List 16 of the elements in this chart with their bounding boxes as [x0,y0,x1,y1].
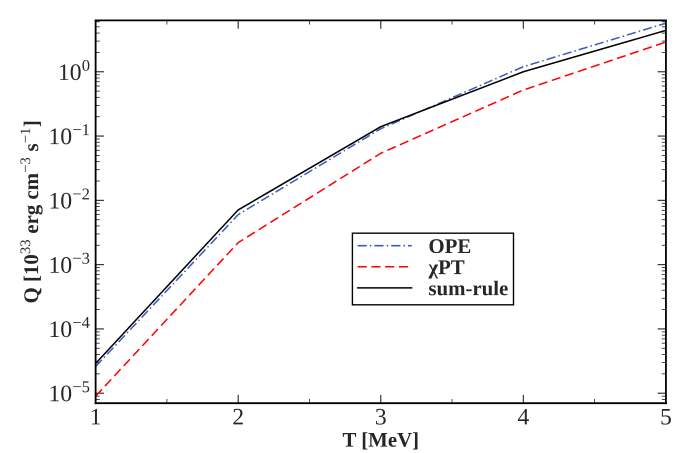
x-tick-label: 4 [518,408,529,424]
legend-label: OPE [429,239,470,254]
legend-label: sum-rule [429,280,508,296]
x-tick-label: 5 [661,408,671,425]
x-tick-label: 2 [233,408,243,424]
y-tick-label: 10$^{−4}$ [50,317,90,338]
y-tick-label: 10$^{−5}$ [50,381,90,402]
y-tick-label: 10$^{−2}$ [50,188,90,209]
x-tick-label: 1 [92,408,100,424]
y-tick-label: 10$^{0}$ [60,60,90,80]
y-axis-title: Q [10$^{33}$ erg cm$^{−3}$ s$^{−1}$] [20,122,43,302]
y-tick-label: 10$^{−1}$ [50,124,89,144]
y-tick-label: 10$^{−3}$ [50,252,90,273]
legend-label: χPT [428,260,464,279]
x-axis-title: T [MeV] [342,432,418,450]
x-tick-label: 3 [376,408,386,425]
